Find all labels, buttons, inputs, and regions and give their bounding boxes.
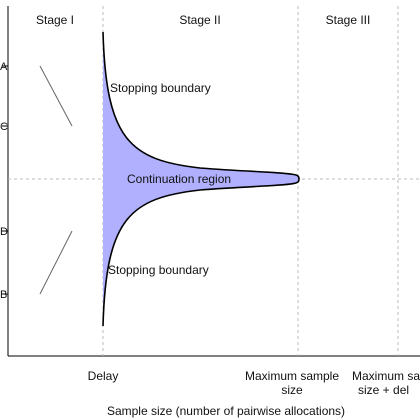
x-label-max-plus-delay-1: Maximum sa [352,369,420,383]
y-tick-d: D [0,226,8,238]
plot-frame [7,6,420,357]
stage-1-lower-line [39,230,73,295]
x-label-max-sample-2: size [281,383,303,397]
continuation-region [103,32,299,326]
x-label-max-plus-delay-2: size + del [358,383,409,397]
x-label-delay: Delay [88,369,119,383]
y-tick-c: C [0,121,8,133]
stage-2-label: Stage II [179,13,220,27]
lower-boundary-label: Stopping boundary [108,263,209,277]
y-ticks [2,65,8,295]
stage-1-upper-line [39,65,73,127]
upper-boundary-label: Stopping boundary [110,81,211,95]
stage-3-label: Stage III [326,13,371,27]
continuation-region-label: Continuation region [127,172,231,186]
upper-stopping-boundary [102,31,300,184]
stage-1-label: Stage I [36,13,74,27]
x-label-max-sample-1: Maximum sample [245,369,339,383]
lower-stopping-boundary [102,182,297,327]
x-axis-title: Sample size (number of pairwise allocati… [107,404,345,418]
y-tick-a: A [0,61,8,73]
y-tick-b: B [0,289,7,301]
